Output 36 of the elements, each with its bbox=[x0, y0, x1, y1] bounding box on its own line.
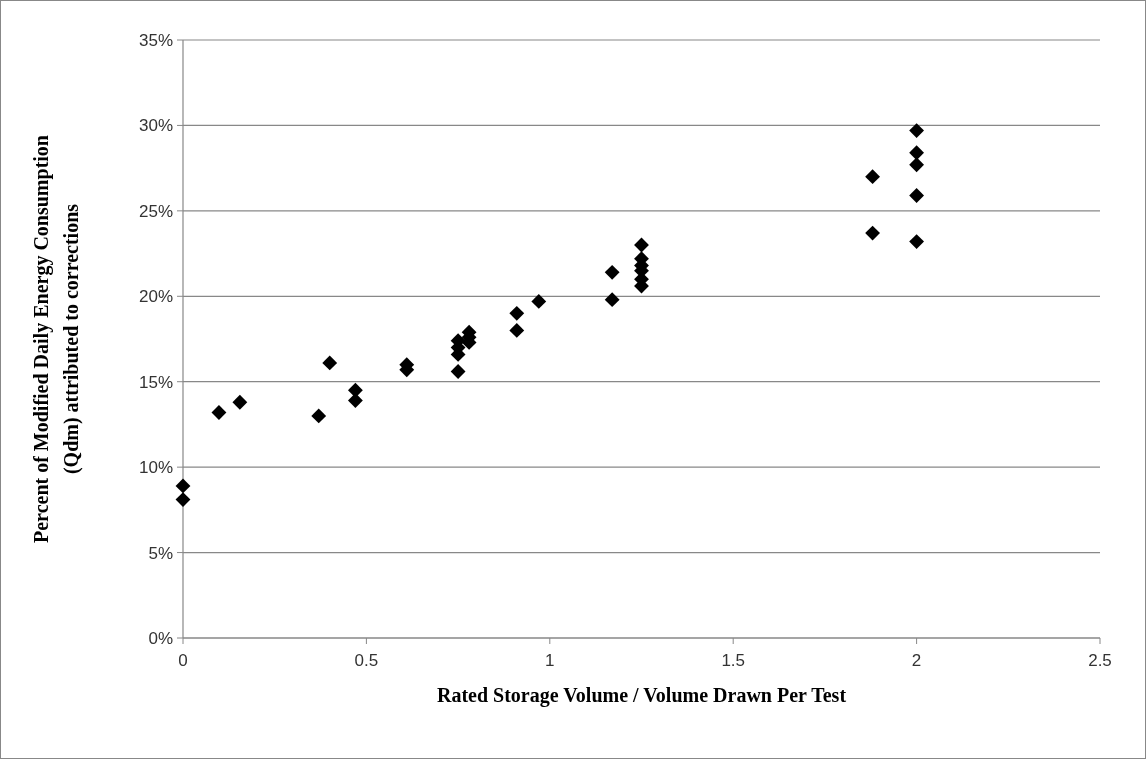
point bbox=[232, 394, 248, 410]
point bbox=[604, 292, 620, 308]
y-tick-label: 0% bbox=[148, 628, 173, 648]
point bbox=[909, 188, 925, 203]
point bbox=[175, 478, 191, 494]
point bbox=[909, 145, 925, 161]
point bbox=[865, 225, 880, 241]
y-tick-label: 10% bbox=[138, 458, 173, 478]
y-tick-label: 35% bbox=[138, 30, 173, 50]
x-tick-label: 2.5 bbox=[1088, 651, 1112, 670]
point bbox=[509, 305, 525, 321]
point bbox=[347, 382, 363, 398]
x-tick-label: 1.5 bbox=[721, 651, 746, 670]
point bbox=[531, 294, 547, 309]
x-tick-label: 0.5 bbox=[354, 651, 379, 670]
x-tick-label: 1 bbox=[545, 651, 555, 670]
x-tick-label: 0 bbox=[178, 651, 188, 670]
point bbox=[311, 408, 327, 424]
y-axis-title: Percent of Modified Daily Energy Consumption (Qdm) attributed to corrections bbox=[30, 135, 83, 543]
y-tick-label: 15% bbox=[138, 372, 173, 392]
x-tick-label: 2 bbox=[911, 651, 922, 670]
point bbox=[909, 234, 925, 250]
point bbox=[509, 323, 525, 338]
point bbox=[909, 123, 925, 138]
point bbox=[865, 169, 880, 185]
point bbox=[211, 405, 227, 420]
point bbox=[450, 364, 466, 379]
point bbox=[604, 264, 620, 280]
point bbox=[322, 355, 338, 371]
y-tick-label: 5% bbox=[148, 543, 173, 563]
y-tick-label: 30% bbox=[138, 116, 173, 136]
point bbox=[909, 157, 925, 173]
y-tick-label: 25% bbox=[138, 201, 173, 221]
x-axis-title: Rated Storage Volume / Volume Drawn Per Test bbox=[436, 684, 847, 707]
y-tick-label: 20% bbox=[138, 287, 173, 307]
point bbox=[175, 492, 191, 508]
